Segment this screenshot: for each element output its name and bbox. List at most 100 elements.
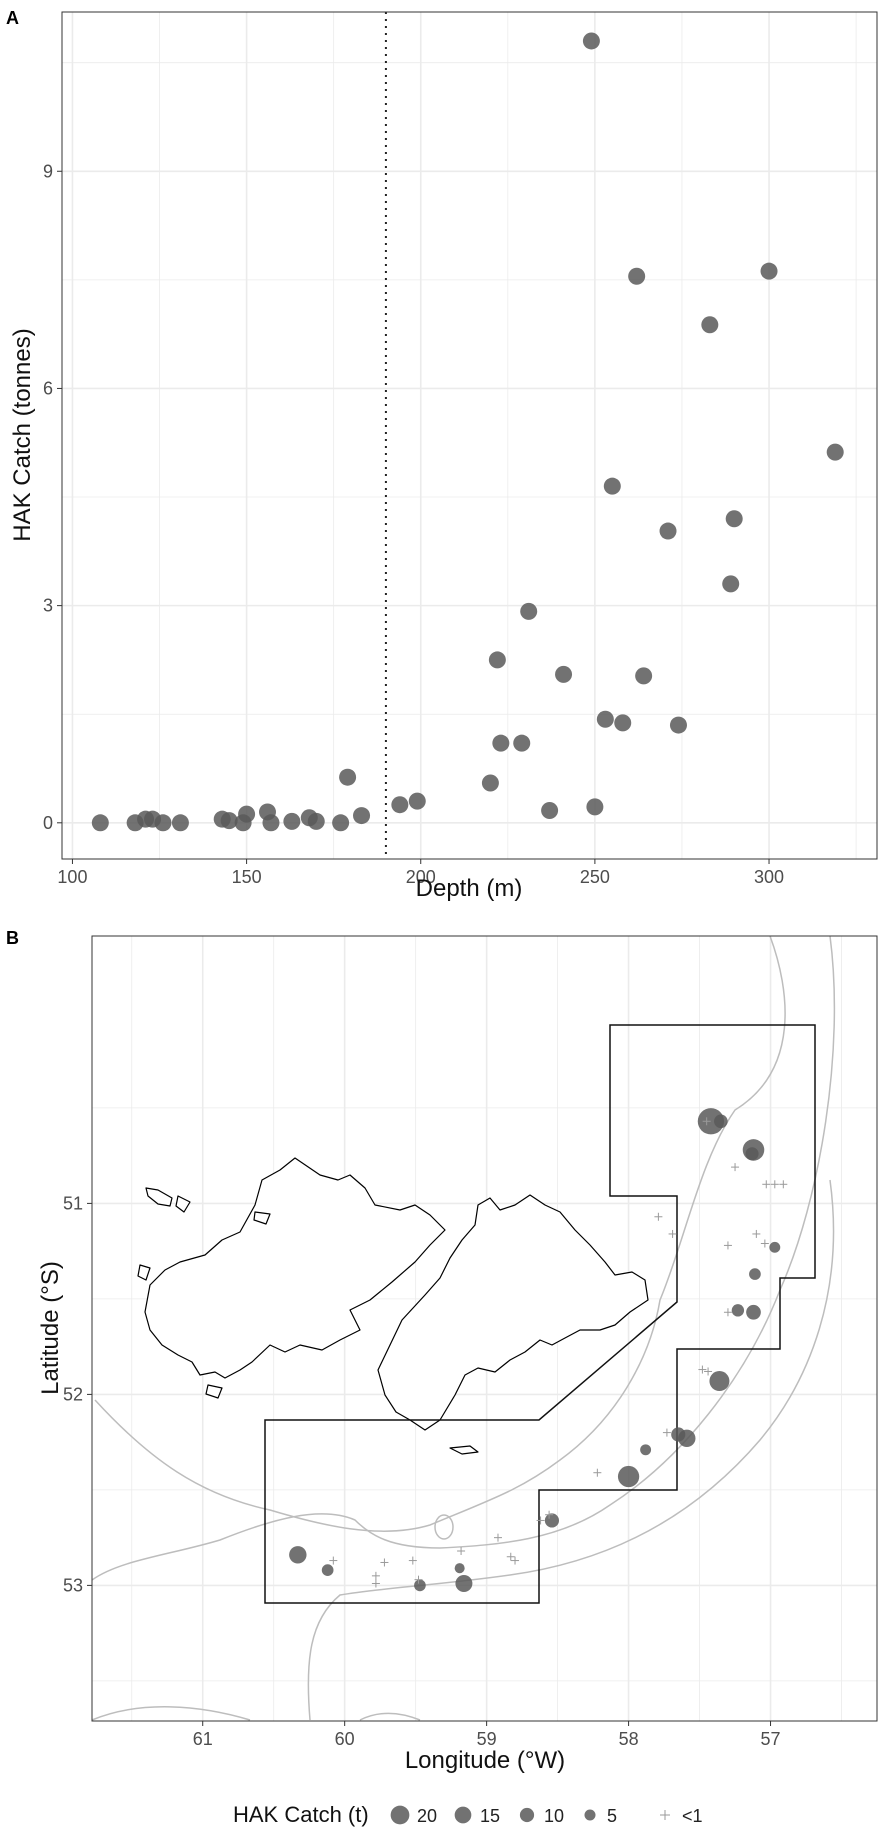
data-point bbox=[513, 734, 531, 752]
x-tick-label: 200 bbox=[406, 867, 436, 887]
small-catch-marker bbox=[762, 1180, 771, 1189]
legend-key bbox=[660, 1810, 670, 1820]
small-catch-marker bbox=[723, 1308, 732, 1317]
y-tick-label: 6 bbox=[43, 378, 53, 398]
catch-point bbox=[769, 1241, 781, 1253]
data-point bbox=[582, 32, 600, 50]
data-point bbox=[481, 774, 499, 792]
catch-point bbox=[746, 1304, 761, 1320]
small-catch-marker bbox=[698, 1365, 707, 1374]
data-point bbox=[339, 768, 357, 786]
data-point bbox=[760, 262, 778, 280]
catch-point bbox=[731, 1304, 745, 1317]
panel-a-x-ticks: 100 150 200 250 300 bbox=[57, 859, 784, 887]
panel-a-y-ticks: 0 3 6 9 bbox=[43, 161, 62, 833]
catch-point bbox=[749, 1268, 761, 1280]
catch-point bbox=[714, 1114, 728, 1129]
catch-point bbox=[414, 1579, 426, 1592]
x-tick-label: 61 bbox=[193, 1729, 213, 1749]
data-point bbox=[307, 812, 325, 830]
islet-nw-2 bbox=[175, 1195, 191, 1213]
small-catch-marker bbox=[371, 1579, 380, 1588]
data-point bbox=[659, 522, 677, 540]
fishing-zone-boundary bbox=[264, 1024, 816, 1604]
catch-point bbox=[640, 1444, 652, 1456]
small-catch-marker bbox=[414, 1575, 423, 1584]
data-point bbox=[283, 812, 301, 830]
data-point bbox=[722, 575, 740, 593]
falkland-islands-coastline bbox=[137, 1157, 649, 1455]
panel-b-points bbox=[289, 1108, 788, 1592]
contour-ring bbox=[434, 1514, 454, 1540]
y-tick-label: 9 bbox=[43, 161, 53, 181]
data-point bbox=[628, 267, 646, 285]
islet-sw bbox=[205, 1384, 223, 1399]
x-tick-label: 150 bbox=[232, 867, 262, 887]
data-point bbox=[826, 443, 844, 461]
contour-mid bbox=[91, 935, 836, 1581]
x-tick-label: 57 bbox=[761, 1729, 781, 1749]
y-tick-label: 0 bbox=[43, 813, 53, 833]
catch-point bbox=[697, 1108, 725, 1135]
small-catch-marker bbox=[329, 1556, 338, 1565]
data-point bbox=[520, 602, 538, 620]
y-tick-label: 51 bbox=[63, 1193, 83, 1213]
legend-label: 10 bbox=[544, 1806, 564, 1826]
panel-b-y-ticks: 51 52 53 bbox=[63, 1193, 92, 1595]
x-tick-label: 300 bbox=[754, 867, 784, 887]
small-catch-marker bbox=[704, 1367, 713, 1376]
x-tick-label: 58 bbox=[619, 1729, 639, 1749]
small-catch-marker bbox=[702, 1117, 711, 1126]
data-point bbox=[91, 814, 109, 832]
small-catch-marker bbox=[506, 1552, 515, 1561]
data-point bbox=[238, 805, 256, 823]
depth-contours bbox=[91, 935, 836, 1721]
panel-a-y-label: HAK Catch (tonnes) bbox=[9, 328, 36, 541]
y-tick-label: 3 bbox=[43, 596, 53, 616]
data-point bbox=[353, 807, 371, 825]
islet-nw bbox=[145, 1187, 173, 1207]
contour-bottom bbox=[91, 1706, 421, 1721]
legend-label: <1 bbox=[682, 1806, 703, 1826]
data-point bbox=[555, 665, 573, 683]
data-point bbox=[669, 716, 687, 734]
data-point bbox=[488, 651, 506, 669]
data-point bbox=[391, 796, 409, 814]
panel-a-x-label: Depth (m) bbox=[416, 875, 523, 902]
data-point bbox=[408, 792, 426, 810]
legend-key bbox=[390, 1805, 410, 1825]
catch-point bbox=[455, 1574, 473, 1592]
panel-b-letter: B bbox=[6, 928, 19, 948]
catch-point bbox=[321, 1564, 334, 1576]
legend-label: 15 bbox=[480, 1806, 500, 1826]
data-point bbox=[541, 801, 559, 819]
data-point bbox=[171, 814, 189, 832]
small-catch-marker bbox=[511, 1556, 520, 1565]
small-catch-marker bbox=[752, 1229, 761, 1238]
catch-point bbox=[745, 1147, 759, 1161]
data-point bbox=[725, 510, 743, 528]
x-tick-label: 100 bbox=[57, 867, 87, 887]
panel-b-y-label: Latitude (°S) bbox=[37, 1261, 64, 1395]
panel-a-grid bbox=[62, 12, 877, 859]
small-catch-marker bbox=[408, 1556, 417, 1565]
x-tick-label: 250 bbox=[580, 867, 610, 887]
panel-b-x-ticks: 61 60 59 58 57 bbox=[193, 1721, 781, 1749]
small-catch-marker bbox=[668, 1229, 677, 1238]
data-point bbox=[635, 667, 653, 685]
small-catch-marker bbox=[371, 1571, 380, 1580]
small-catch-marker bbox=[536, 1516, 545, 1525]
contour-outer bbox=[307, 1179, 835, 1721]
data-point bbox=[492, 734, 510, 752]
small-catch-marker bbox=[493, 1533, 502, 1542]
legend-key bbox=[584, 1809, 596, 1821]
legend-key bbox=[454, 1806, 472, 1824]
panel-a-points bbox=[91, 32, 844, 832]
data-point bbox=[596, 710, 614, 728]
small-catch-marker bbox=[770, 1180, 779, 1189]
islet-s bbox=[449, 1445, 479, 1455]
small-catch-marker bbox=[662, 1428, 671, 1437]
legend-key bbox=[519, 1807, 535, 1823]
data-point bbox=[332, 814, 350, 832]
